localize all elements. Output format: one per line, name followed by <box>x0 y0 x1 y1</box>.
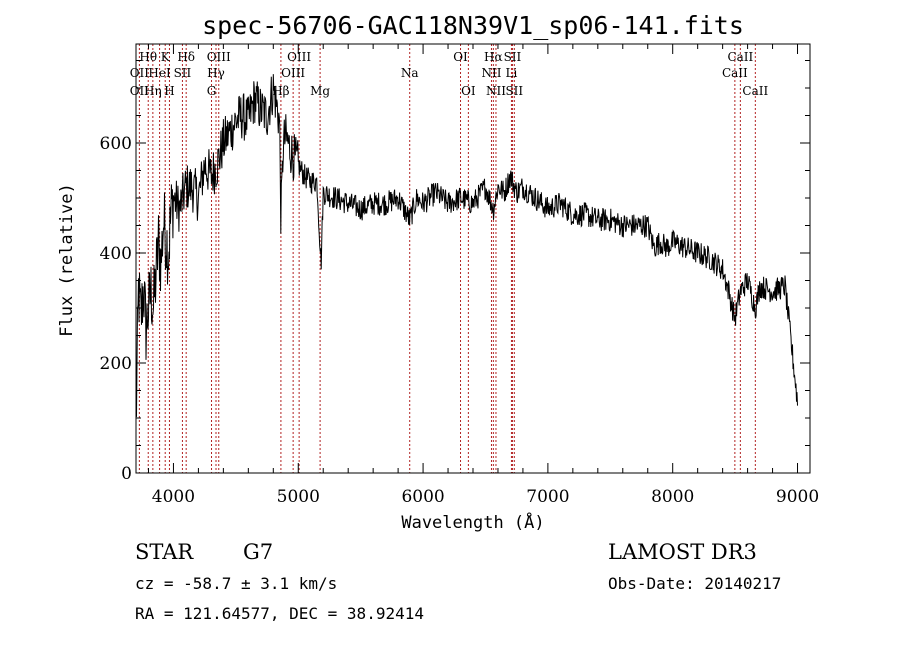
line-label: Hδ <box>177 50 195 64</box>
line-label: K <box>161 50 171 64</box>
object-subclass: G7 <box>243 540 273 564</box>
line-label: CaII <box>727 50 753 64</box>
line-label: OI <box>461 84 476 98</box>
line-label: OI <box>453 50 468 64</box>
line-label: OIII <box>287 50 311 64</box>
x-tick-label: 7000 <box>526 487 569 507</box>
line-label: Na <box>401 66 419 80</box>
x-tick-label: 4000 <box>152 487 195 507</box>
line-label: HeI <box>148 66 171 80</box>
line-label: OII <box>130 84 150 98</box>
y-tick-label: 400 <box>100 244 132 264</box>
redshift-velocity: cz = -58.7 ± 3.1 km/s <box>135 574 337 593</box>
line-label: OII <box>130 66 150 80</box>
line-label: G <box>207 84 217 98</box>
line-label: NII <box>486 84 506 98</box>
line-label: SII <box>504 50 522 64</box>
line-label: CaII <box>722 66 748 80</box>
line-label: Hβ <box>272 84 289 98</box>
object-class: STAR <box>135 540 194 564</box>
line-label: SII <box>174 66 192 80</box>
x-tick-label: 8000 <box>651 487 694 507</box>
observation-date: Obs-Date: 20140217 <box>608 574 781 593</box>
spectrum-series <box>135 74 798 418</box>
line-label: OIII <box>281 66 305 80</box>
chart-title: spec-56706-GAC118N39V1_sp06-141.fits <box>202 11 744 40</box>
line-label: CaII <box>742 84 768 98</box>
line-label: OIII <box>207 50 231 64</box>
y-tick-label: 0 <box>121 464 132 484</box>
y-tick-label: 600 <box>100 134 132 154</box>
x-tick-label: 9000 <box>776 487 819 507</box>
coordinates: RA = 121.64577, DEC = 38.92414 <box>135 604 424 623</box>
x-tick-label: 5000 <box>277 487 320 507</box>
axis-tick-labels: 4000 5000 6000 7000 8000 9000 0 200 400 600 <box>100 134 820 507</box>
spectral-line-markers <box>138 44 756 473</box>
line-label: Hγ <box>207 66 225 80</box>
line-label: NII <box>481 66 501 80</box>
x-tick-label: 6000 <box>401 487 444 507</box>
y-tick-label: 200 <box>100 354 132 374</box>
line-label: Hα <box>484 50 503 64</box>
line-label: Mg <box>310 84 330 98</box>
line-label: Li <box>506 66 518 80</box>
line-label: H <box>164 84 174 98</box>
line-label: SII <box>505 84 523 98</box>
y-axis-label: Flux (relative) <box>57 183 77 337</box>
line-label: Hθ <box>139 50 157 64</box>
axis-ticks <box>136 44 810 474</box>
x-axis-label: Wavelength (Å) <box>401 511 544 533</box>
survey-name: LAMOST DR3 <box>608 540 757 564</box>
line-label: Hη <box>144 84 162 98</box>
